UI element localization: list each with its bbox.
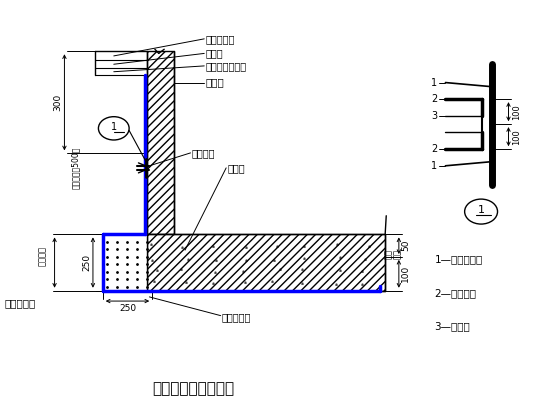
Text: 250: 250 bbox=[82, 254, 91, 271]
Text: 止水钢板: 止水钢板 bbox=[191, 148, 214, 158]
Text: 2—密封材料: 2—密封材料 bbox=[435, 288, 477, 298]
Text: 1: 1 bbox=[111, 122, 117, 132]
Text: 1: 1 bbox=[478, 205, 484, 215]
Text: 砼墙体: 砼墙体 bbox=[206, 78, 225, 88]
Text: 2: 2 bbox=[431, 144, 437, 154]
Text: 3: 3 bbox=[431, 111, 437, 121]
Polygon shape bbox=[147, 52, 174, 235]
Text: 1—卷材防水层: 1—卷材防水层 bbox=[435, 254, 483, 264]
Text: 300: 300 bbox=[53, 94, 62, 111]
Text: 250: 250 bbox=[119, 304, 136, 313]
Text: 防水层: 防水层 bbox=[206, 49, 224, 58]
Text: （人防外墙500）: （人防外墙500） bbox=[71, 147, 80, 189]
Text: 砼底板: 砼底板 bbox=[227, 163, 245, 173]
Text: 底板
厚度: 底板 厚度 bbox=[385, 249, 402, 259]
Text: 底板厚度: 底板厚度 bbox=[38, 246, 47, 266]
Text: 3—盖缝条: 3—盖缝条 bbox=[435, 321, 470, 331]
Text: 导墙及防水细部做法: 导墙及防水细部做法 bbox=[152, 381, 234, 396]
Text: 100: 100 bbox=[512, 129, 521, 145]
Text: 卷材附加层: 卷材附加层 bbox=[222, 312, 251, 322]
Polygon shape bbox=[103, 235, 147, 291]
Text: 1: 1 bbox=[431, 78, 437, 88]
Text: 防水保护层: 防水保护层 bbox=[206, 34, 235, 44]
Text: 100: 100 bbox=[401, 265, 410, 282]
Text: 2: 2 bbox=[431, 94, 437, 104]
Text: 水泥沙浆找平层: 水泥沙浆找平层 bbox=[206, 61, 247, 71]
Polygon shape bbox=[147, 235, 385, 291]
Text: 1: 1 bbox=[431, 161, 437, 171]
Text: 50: 50 bbox=[401, 240, 410, 251]
Text: 永久保护墙: 永久保护墙 bbox=[4, 298, 35, 308]
Text: 100: 100 bbox=[512, 104, 521, 119]
